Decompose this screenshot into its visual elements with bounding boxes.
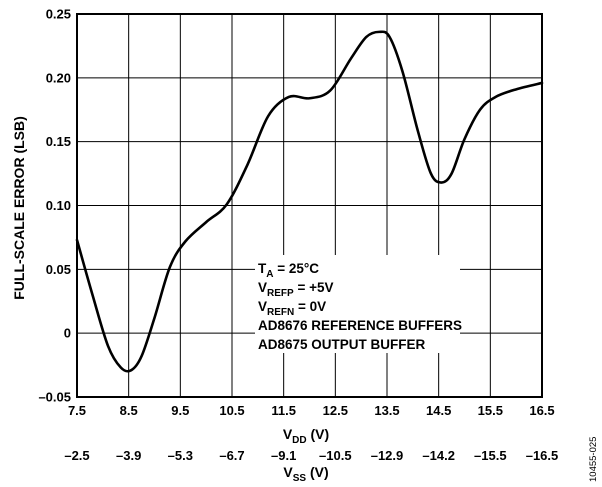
series-line-0 [75,30,544,373]
x2-axis-title: VSS (V) [283,464,328,484]
annotation-line-0: TA = 25°C [258,261,319,280]
y-axis-title: FULL-SCALE ERROR (LSB) [11,116,27,300]
x-axis-title-main: V [283,426,293,442]
tick-labels: 7.5 8.5 9.5 10.5 11.5 12.5 13.5 14.5 15.5 16.5 –2.… [38,7,558,464]
x-tick-label: 12.5 [323,403,348,418]
y-tick-label: 0.25 [46,7,71,22]
x-tick-label: 7.5 [68,403,86,418]
figure-code: 10455-025 [588,437,599,482]
x2-axis-title-main: V [283,464,293,480]
y-tick-label: 0 [64,326,71,341]
x2-tick-label: –16.5 [526,448,559,463]
x-tick-label: 14.5 [426,403,451,418]
x2-tick-label: –9.1 [271,448,296,463]
x2-tick-label: –10.5 [319,448,352,463]
x2-tick-label: –2.5 [64,448,89,463]
y-tick-label: 0.15 [46,134,71,149]
annotation-line-3: AD8676 REFERENCE BUFFERS [258,318,462,333]
x2-tick-label: –6.7 [219,448,244,463]
annotation-line-4: AD8675 OUTPUT BUFFER [258,337,426,352]
x2-tick-label: –3.9 [116,448,141,463]
annotation-box: TA = 25°C VREFP = +5V VREFN = 0V AD8676 … [255,255,462,353]
x-tick-label: 15.5 [478,403,503,418]
x2-tick-label: –5.3 [168,448,193,463]
x-tick-label: 16.5 [529,403,554,418]
x2-tick-label: –15.5 [474,448,507,463]
x2-tick-label: –12.9 [371,448,404,463]
y-tick-label: 0.20 [46,70,71,85]
x-axis-title-unit: (V) [307,426,330,442]
x-axis-title: VDD (V) [283,426,329,446]
grid [77,14,542,397]
x2-axis-title-unit: (V) [306,464,329,480]
y-tick-label: 0.05 [46,262,71,277]
y-tick-label: 0.10 [46,198,71,213]
x-tick-label: 8.5 [120,403,138,418]
x-axis-title-sub: DD [292,435,306,446]
series-layer [75,30,544,373]
annotation-line-1: VREFP = +5V [258,280,333,299]
x2-axis-title-sub: SS [293,473,307,484]
x-tick-label: 10.5 [219,403,244,418]
y-tick-label: –0.05 [38,390,71,405]
plot-frame [76,13,543,398]
x-tick-label: 11.5 [271,403,296,418]
annotation-box-bg [255,255,460,353]
x-tick-label: 13.5 [374,403,399,418]
x-tick-label: 9.5 [171,403,189,418]
annotation-line-2: VREFN = 0V [258,299,326,318]
x2-tick-label: –14.2 [422,448,455,463]
